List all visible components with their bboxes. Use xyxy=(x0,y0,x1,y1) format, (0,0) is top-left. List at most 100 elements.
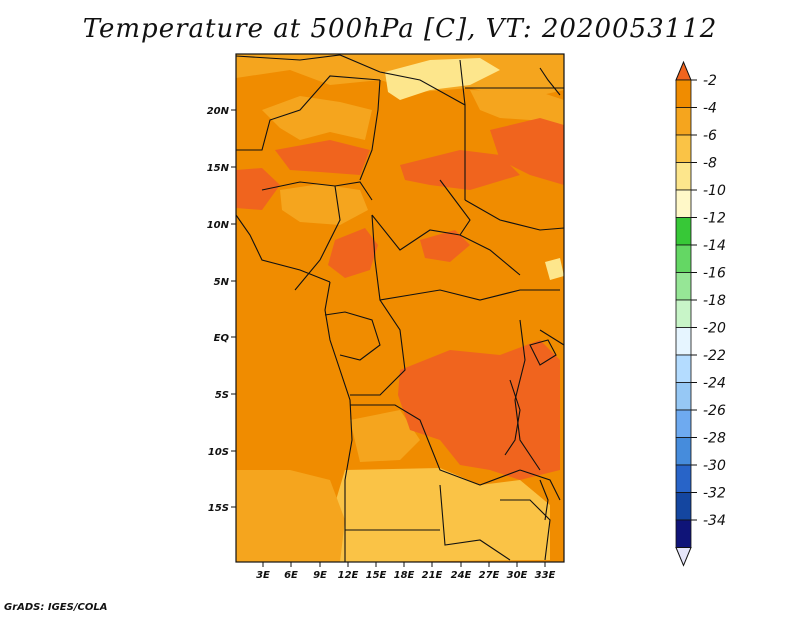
lon-label-18e: 18E xyxy=(394,570,415,581)
lon-label-12e: 12E xyxy=(338,570,359,581)
warm-region-sudan xyxy=(490,118,564,185)
colorbar-label: -34 xyxy=(703,513,726,529)
border-car-drc xyxy=(409,289,560,301)
lon-label-21e: 21E xyxy=(422,570,443,581)
colorbar-label: -14 xyxy=(703,238,726,254)
lake-malawi xyxy=(539,479,549,521)
colorbar-label: -24 xyxy=(703,376,726,392)
colorbar-label: -2 xyxy=(703,73,717,89)
colorbar-top-arrow xyxy=(675,60,692,81)
warm-region-westafrica xyxy=(236,168,280,210)
colorbar-swatch xyxy=(675,409,692,438)
lat-label-15s: 15S xyxy=(208,503,229,514)
colorbar-swatch xyxy=(675,299,692,328)
lon-label-6e: 6E xyxy=(284,570,298,581)
colorbar-label: -8 xyxy=(703,156,717,172)
warm-region-sahel xyxy=(275,140,370,175)
colorbar-swatch xyxy=(675,354,692,383)
country-borders xyxy=(235,54,565,562)
coldest-region-north xyxy=(385,58,500,100)
grads-credit: GrADS: IGES/COLA xyxy=(4,602,108,613)
colorbar-swatch xyxy=(675,272,692,301)
warm-region-cameroon xyxy=(328,228,378,278)
border-west-coast xyxy=(235,214,331,283)
red-sea-coast xyxy=(539,67,561,96)
border-libya-chad xyxy=(379,71,466,200)
colorbar-label: -28 xyxy=(703,431,726,447)
colorbar-label: -20 xyxy=(703,321,726,337)
lat-label-15n: 15N xyxy=(207,163,230,174)
colorbar-swatch xyxy=(675,107,692,136)
border-cameroon-car xyxy=(371,214,411,301)
border-kenya-tanzania xyxy=(539,329,565,346)
lon-label-33e: 33E xyxy=(535,570,556,581)
coldest-region-east xyxy=(545,258,564,280)
lake-victoria xyxy=(529,339,557,366)
colorbar-label: -32 xyxy=(703,486,726,502)
colorbar-swatch xyxy=(675,162,692,191)
colorbar-swatch xyxy=(675,244,692,273)
cooler-region-sahara xyxy=(262,96,372,140)
colorbar-swatch xyxy=(675,134,692,163)
colorbar-label: -4 xyxy=(703,101,717,117)
lon-label-15e: 15E xyxy=(366,570,387,581)
colorbar-label: -30 xyxy=(703,458,726,474)
colorbar-swatch xyxy=(675,382,692,411)
colorbar-swatch xyxy=(675,79,692,108)
lon-label-9e: 9E xyxy=(313,570,327,581)
colorbar-swatch xyxy=(675,492,692,521)
border-drc-east xyxy=(514,319,541,471)
colorbar-label: -22 xyxy=(703,348,726,364)
lat-label-20n: 20N xyxy=(207,106,230,117)
colorbar: -2 -4 -6 -8 -10 -12 -14 -16 -18 -20 -22 -24 -26 -28 -3… xyxy=(675,60,726,567)
colorbar-label: -12 xyxy=(703,211,726,227)
border-congo-drc xyxy=(350,299,406,396)
warm-region-chad xyxy=(400,150,520,190)
colorbar-label: -18 xyxy=(703,293,726,309)
colorbar-label: -16 xyxy=(703,266,726,282)
map-title: Temperature at 500hPa [C], VT: 202005311… xyxy=(82,14,718,44)
lon-label-30e: 30E xyxy=(507,570,528,581)
colorbar-bottom-arrow xyxy=(675,547,692,567)
border-angola-north xyxy=(350,404,521,486)
lat-label-10n: 10N xyxy=(207,220,230,231)
border-angola-zambia xyxy=(439,484,511,561)
colorbar-label: -10 xyxy=(703,183,726,199)
border-niger-chad xyxy=(359,79,381,181)
cooler-region-southwest xyxy=(236,470,345,562)
warm-region-congo xyxy=(398,340,560,480)
lat-axis: 20N 15N 10N 5N EQ 5S 10S 15S xyxy=(207,106,236,514)
lat-label-10s: 10S xyxy=(208,447,229,458)
border-chad-sudan xyxy=(439,179,471,236)
colorbar-swatch xyxy=(675,327,692,356)
map-panel xyxy=(235,53,565,563)
warm-region-car xyxy=(420,230,470,262)
colorbar-swatch xyxy=(675,217,692,246)
cooler-region-angola xyxy=(350,410,420,462)
colorbar-swatch xyxy=(675,189,692,218)
colorbar-swatch xyxy=(675,519,692,548)
border-algeria-niger xyxy=(235,54,381,73)
lat-label-5s: 5S xyxy=(215,390,229,401)
lon-label-3e: 3E xyxy=(256,570,270,581)
colorbar-swatch xyxy=(675,464,692,493)
border-nigeria-cameroon xyxy=(294,185,341,291)
colorbar-label: -6 xyxy=(703,128,717,144)
cooler-region-sahel xyxy=(280,184,368,225)
map-frame xyxy=(235,53,565,563)
border-zambia-mozambique xyxy=(500,499,551,561)
lat-label-eq: EQ xyxy=(214,333,230,344)
border-libya-egypt xyxy=(459,59,466,106)
lon-label-27e: 27E xyxy=(479,570,500,581)
border-tanzania-south xyxy=(519,469,561,501)
lat-label-5n: 5N xyxy=(214,277,230,288)
border-sudan-southsudan xyxy=(464,199,565,231)
colorbar-swatch xyxy=(675,437,692,466)
colorbar-label: -26 xyxy=(703,403,726,419)
border-gabon xyxy=(324,311,381,361)
border-car-north xyxy=(371,214,521,276)
lon-label-24e: 24E xyxy=(451,570,472,581)
cooler-region-south xyxy=(330,468,550,562)
lon-axis: 3E 6E 9E 12E 15E 18E 21E 24E 27E 30E 33E xyxy=(256,562,556,581)
